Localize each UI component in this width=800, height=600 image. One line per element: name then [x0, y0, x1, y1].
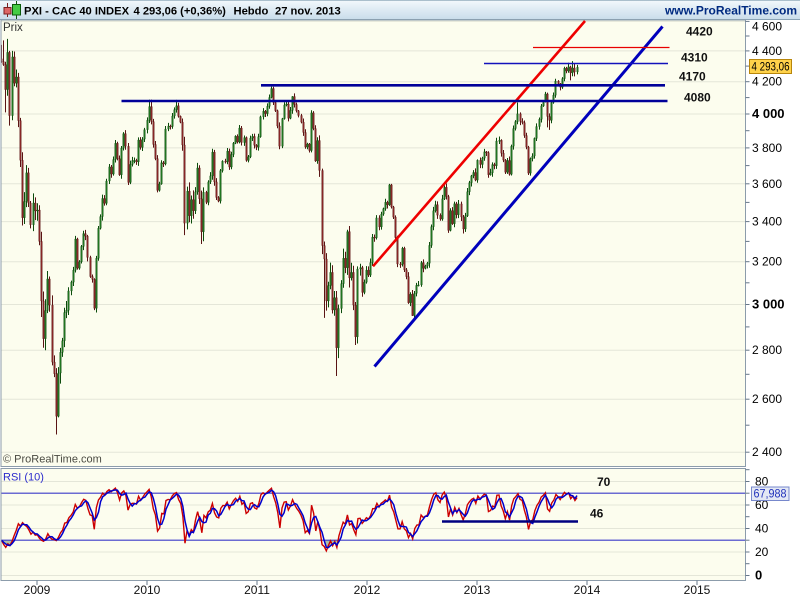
- svg-text:2013: 2013: [464, 583, 491, 597]
- svg-text:20: 20: [755, 545, 769, 559]
- svg-text:4 293,06 (+0,36%): 4 293,06 (+0,36%): [134, 6, 227, 18]
- svg-text:2009: 2009: [24, 583, 51, 597]
- svg-text:2015: 2015: [684, 583, 711, 597]
- svg-text:27 nov. 2013: 27 nov. 2013: [275, 6, 341, 18]
- svg-text:4 200: 4 200: [752, 75, 782, 89]
- svg-text:4 293,06: 4 293,06: [752, 60, 790, 74]
- svg-text:3 800: 3 800: [752, 141, 782, 155]
- svg-text:0: 0: [755, 568, 762, 583]
- svg-text:2 400: 2 400: [752, 445, 782, 459]
- svg-text:2 600: 2 600: [752, 392, 782, 406]
- svg-text:4 600: 4 600: [752, 20, 782, 34]
- svg-text:2010: 2010: [134, 583, 161, 597]
- svg-text:Prix: Prix: [3, 22, 23, 34]
- svg-text:Hebdo: Hebdo: [234, 6, 269, 18]
- svg-text:4 400: 4 400: [752, 44, 782, 58]
- svg-text:60: 60: [755, 498, 769, 512]
- svg-text:3 600: 3 600: [752, 177, 782, 191]
- svg-text:2012: 2012: [354, 583, 381, 597]
- svg-text:2014: 2014: [574, 583, 601, 597]
- svg-text:46: 46: [590, 507, 604, 521]
- svg-text:www.ProRealTime.com: www.ProRealTime.com: [664, 4, 797, 18]
- svg-text:RSI (10): RSI (10): [3, 472, 44, 484]
- svg-text:67,988: 67,988: [754, 487, 787, 501]
- svg-text:80: 80: [755, 475, 769, 489]
- svg-text:PXI - CAC 40 INDEX: PXI - CAC 40 INDEX: [24, 6, 130, 18]
- svg-text:4170: 4170: [679, 69, 706, 83]
- svg-text:4310: 4310: [681, 51, 708, 65]
- svg-text:3 400: 3 400: [752, 215, 782, 229]
- svg-text:2011: 2011: [244, 583, 270, 597]
- svg-text:3 200: 3 200: [752, 255, 782, 269]
- svg-text:4 000: 4 000: [752, 106, 785, 121]
- svg-text:© ProRealTime.com: © ProRealTime.com: [3, 454, 102, 466]
- svg-text:4080: 4080: [684, 91, 711, 105]
- svg-text:40: 40: [755, 522, 769, 536]
- svg-text:70: 70: [597, 475, 611, 489]
- svg-text:3 000: 3 000: [752, 297, 785, 312]
- svg-text:2 800: 2 800: [752, 343, 782, 357]
- svg-text:4420: 4420: [686, 25, 713, 39]
